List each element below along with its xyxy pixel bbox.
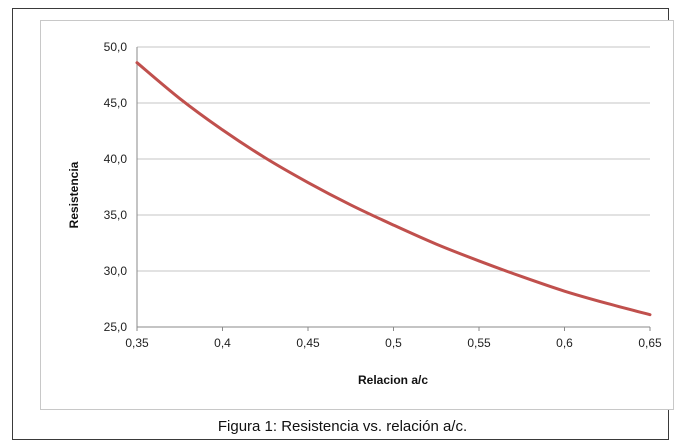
y-tick-label: 30,0 xyxy=(104,264,128,278)
y-tick-label: 50,0 xyxy=(104,40,128,54)
y-tick-labels: 25,0 30,0 35,0 40,0 45,0 50,0 xyxy=(104,40,128,334)
x-tick-label: 0,5 xyxy=(385,336,402,350)
x-tick-label: 0,6 xyxy=(556,336,573,350)
y-axis-title: Resistencia xyxy=(67,161,81,228)
figure-caption: Figura 1: Resistencia vs. relación a/c. xyxy=(217,418,468,435)
series-lines xyxy=(135,61,652,317)
x-tick-label: 0,55 xyxy=(467,336,491,350)
y-tick-label: 40,0 xyxy=(104,152,128,166)
x-tick-label: 0,35 xyxy=(125,336,149,350)
gridlines xyxy=(137,46,650,328)
y-tick-label: 25,0 xyxy=(104,320,128,334)
y-tick-label: 45,0 xyxy=(104,96,128,110)
x-tick-label: 0,45 xyxy=(296,336,320,350)
series-line xyxy=(135,61,652,317)
y-tick-label: 35,0 xyxy=(104,208,128,222)
x-tick-label: 0,4 xyxy=(214,336,231,350)
x-tick-label: 0,65 xyxy=(638,336,662,350)
axes xyxy=(136,47,650,328)
x-axis-title: Relacion a/c xyxy=(358,373,428,387)
x-tick-labels: 0,35 0,4 0,45 0,5 0,55 0,6 0,65 xyxy=(125,327,662,350)
